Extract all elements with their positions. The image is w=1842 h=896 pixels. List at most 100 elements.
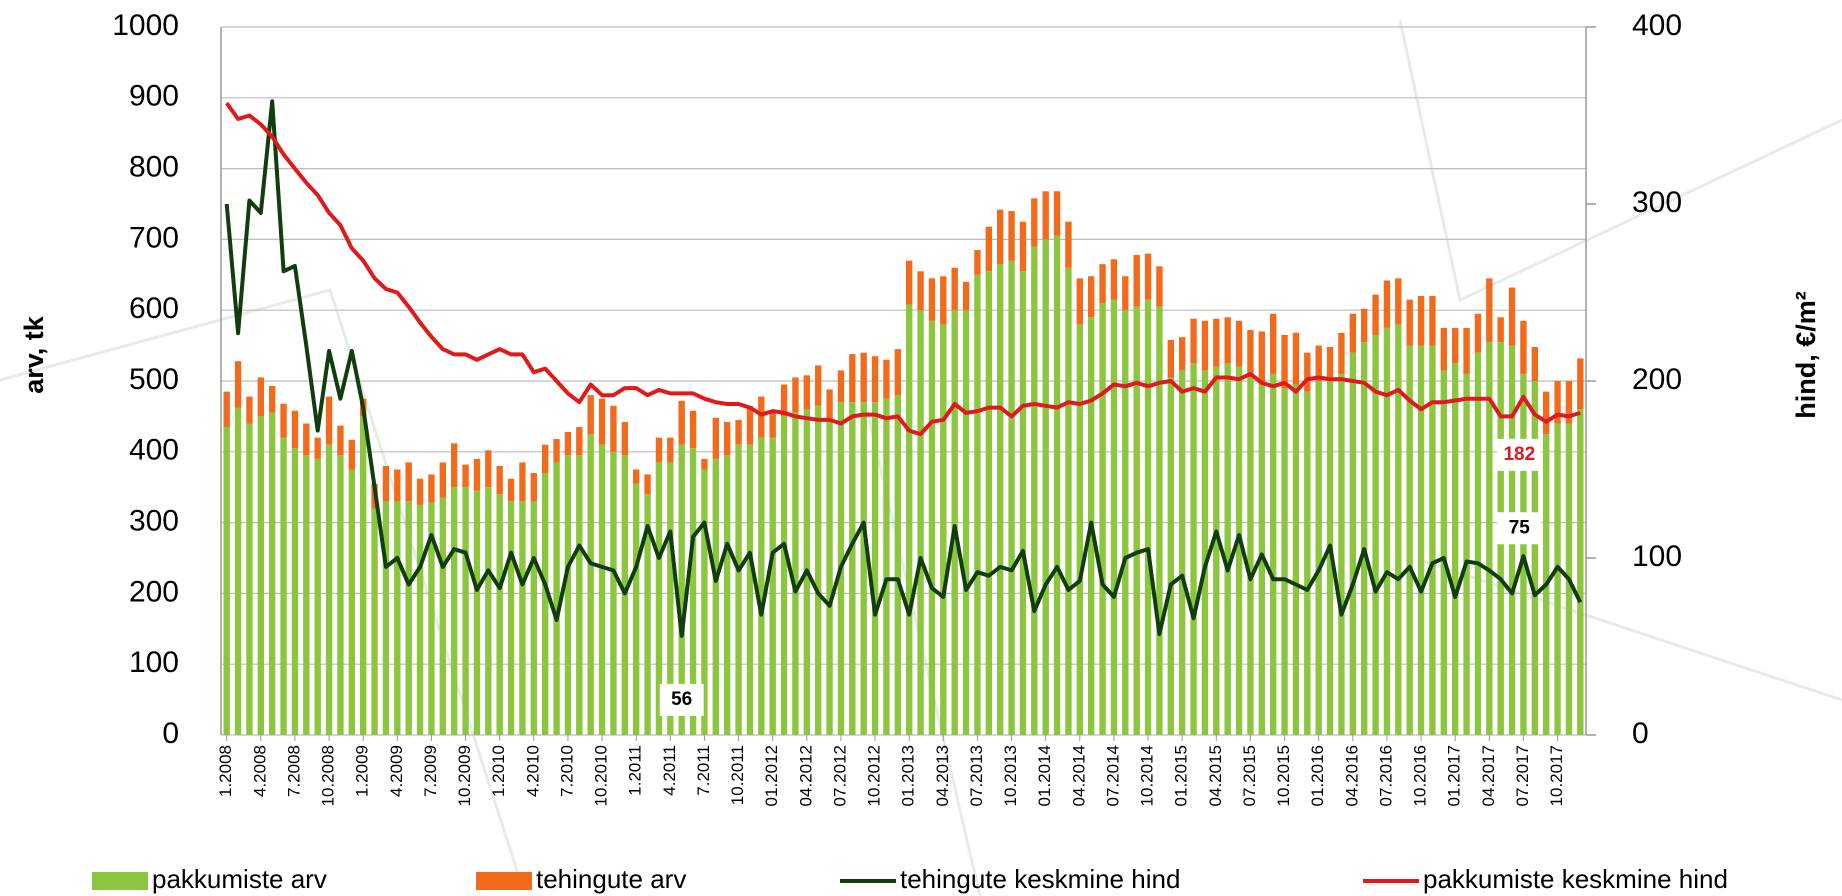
bar-segment <box>587 434 594 735</box>
bar-segment <box>519 501 526 735</box>
bar-segment <box>701 458 708 470</box>
bar-segment <box>257 377 264 417</box>
bar-segment <box>1065 267 1072 735</box>
bar-segment <box>439 462 446 498</box>
bar-segment <box>655 462 663 735</box>
bar-segment <box>1577 409 1584 735</box>
bar-segment <box>1315 345 1322 381</box>
y-tick-label: 900 <box>129 80 179 113</box>
bar-segment <box>1258 384 1265 735</box>
bar-segment <box>906 260 913 305</box>
bar-segment <box>1361 308 1368 343</box>
x-tick-label: 01.2015 <box>1172 745 1191 806</box>
x-tick-label: 07.2012 <box>830 745 849 806</box>
bar-segment <box>223 391 230 428</box>
bar-segment <box>974 250 981 275</box>
x-tick-label: 04.2013 <box>933 745 952 806</box>
legend-label: pakkumiste keskmine hind <box>1423 864 1728 894</box>
bar-segment <box>712 458 719 735</box>
bar-segment <box>325 396 333 445</box>
x-tick-label: 10.2009 <box>455 745 474 806</box>
bar-segment <box>542 444 549 474</box>
bar-segment <box>860 402 867 735</box>
bar-segment <box>1372 334 1379 735</box>
bar-segment <box>1053 235 1061 736</box>
bar-segment <box>667 437 674 463</box>
bar-segment <box>871 402 879 735</box>
bar-segment <box>1167 339 1174 378</box>
bar-segment <box>769 412 776 438</box>
bar-segment <box>985 226 992 272</box>
bar-segment <box>1258 331 1265 385</box>
bar-segment <box>348 439 355 470</box>
bar-segment <box>439 497 446 735</box>
bar-segment <box>689 448 697 735</box>
bar-segment <box>587 395 594 435</box>
y-tick-label: 200 <box>129 575 179 608</box>
bar-segment <box>1133 306 1140 735</box>
bar-segment <box>1065 221 1072 268</box>
bar-segment <box>1452 327 1459 364</box>
bar-segment <box>1179 370 1186 735</box>
bar-segment <box>883 398 890 735</box>
bar-segment <box>542 473 549 735</box>
x-tick-label: 07.2016 <box>1376 745 1395 806</box>
bar-segment <box>1349 313 1356 353</box>
legend-swatch <box>476 872 532 890</box>
x-tick-label: 7.2011 <box>694 745 713 796</box>
x-tick-label: 1.2011 <box>626 745 645 796</box>
bar-segment <box>303 455 310 735</box>
bar-segment <box>610 451 617 735</box>
bar-segment <box>1395 278 1402 325</box>
bar-segment <box>644 494 651 735</box>
y-tick-label: 1000 <box>112 9 179 42</box>
x-tick-label: 07.2017 <box>1513 745 1532 806</box>
bar-segment <box>269 385 276 413</box>
bar-segment <box>1486 278 1493 343</box>
bar-segment <box>1554 423 1561 735</box>
bar-segment <box>1474 352 1482 735</box>
x-tick-label: 10.2010 <box>592 745 611 806</box>
value-label-box <box>659 683 704 716</box>
bar-segment <box>337 425 344 456</box>
bar-segment <box>1270 313 1277 374</box>
bar-segment <box>1383 327 1391 735</box>
value-label: 56 <box>671 689 692 710</box>
bar-segment <box>655 437 663 463</box>
x-tick-label: 07.2014 <box>1103 745 1122 806</box>
bar-segment <box>1395 324 1402 735</box>
bar-segment <box>1406 345 1413 735</box>
bar-segment <box>746 444 754 735</box>
bar-segment <box>280 437 287 735</box>
bar-segment <box>416 478 424 505</box>
bar-segment <box>894 349 901 396</box>
bar-segment <box>883 359 890 399</box>
bar-segment <box>1361 342 1368 735</box>
bar-segment <box>1463 327 1470 374</box>
bar-segment <box>428 474 435 503</box>
bar-segment <box>917 310 924 735</box>
bar-segment <box>1270 373 1277 735</box>
bar-segment <box>621 422 628 456</box>
bar-segment <box>837 370 845 403</box>
x-tick-label: 1.2008 <box>216 745 235 797</box>
bar-segment <box>1235 320 1243 367</box>
y2-tick-label: 200 <box>1632 363 1682 396</box>
bar-segment <box>724 422 731 456</box>
bar-segment <box>1042 191 1049 240</box>
bar-segment <box>928 278 936 321</box>
bar-segment <box>735 444 742 735</box>
y-tick-label: 700 <box>129 221 179 254</box>
bar-segment <box>1531 347 1538 381</box>
bar-segment <box>1031 198 1038 247</box>
bar-segment <box>394 469 401 502</box>
bar-segment <box>1452 363 1459 735</box>
bar-segment <box>826 419 833 735</box>
bar-segment <box>553 439 560 463</box>
bar-segment <box>985 271 992 735</box>
bar-segment <box>234 361 242 408</box>
x-tick-label: 10.2011 <box>728 745 747 805</box>
bar-segment <box>997 209 1004 265</box>
bar-segment <box>633 469 640 484</box>
